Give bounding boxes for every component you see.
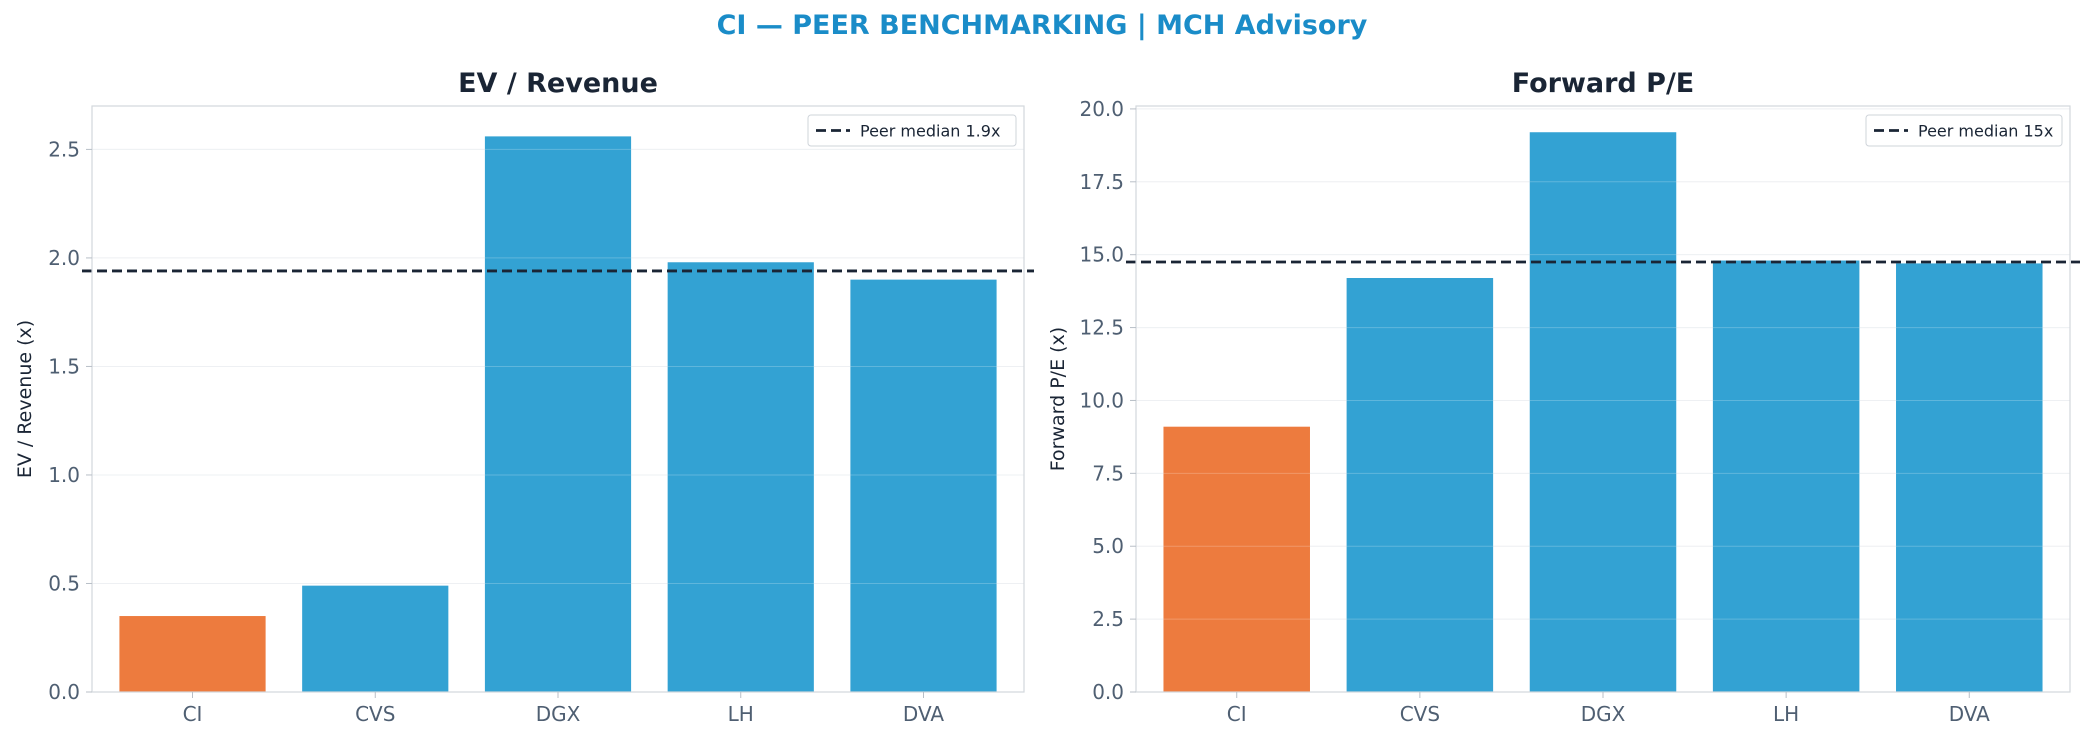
bar-dgx <box>1529 132 1677 693</box>
y-tick-label: 20.0 <box>1079 97 1124 121</box>
bar-dva <box>1896 263 2043 692</box>
ev-revenue-chart: 0.0 0.5 1.0 1.5 2.0 2.5 CI CVS DGX LH DVA EV / Reve… <box>14 68 1034 726</box>
y-tick-label: 1.5 <box>48 354 80 378</box>
y-tick-label: 10.0 <box>1079 388 1124 412</box>
bar-lh <box>667 262 814 692</box>
bar-dgx <box>484 136 632 692</box>
x-tick-label: LH <box>1773 702 1799 726</box>
bar-lh <box>1712 260 1860 692</box>
legend: Peer median 1.9x <box>807 114 1017 147</box>
legend-label: Peer median 15x <box>1918 122 2053 141</box>
y-tick-label: 0.0 <box>1092 680 1124 704</box>
chart-title: Forward P/E <box>1512 68 1695 99</box>
x-tick-label: CVS <box>355 702 395 726</box>
y-axis-label: EV / Revenue (x) <box>14 320 36 478</box>
y-tick-label: 17.5 <box>1079 170 1124 194</box>
y-tick-label: 1.0 <box>48 463 80 487</box>
x-tick-label: DGX <box>1581 702 1626 726</box>
y-tick-label: 2.5 <box>48 137 80 161</box>
x-tick-label: DVA <box>903 702 944 726</box>
x-tick-label: CI <box>183 702 203 726</box>
bar-ci <box>119 616 266 692</box>
x-tick-label: LH <box>728 702 754 726</box>
chart-title: EV / Revenue <box>458 68 658 99</box>
legend-label: Peer median 1.9x <box>860 122 1000 141</box>
y-tick-label: 7.5 <box>1092 461 1124 485</box>
legend-box <box>1865 114 2063 147</box>
bar-dva <box>850 279 997 692</box>
bar-ci <box>1163 426 1310 692</box>
y-tick-label: 0.0 <box>48 680 80 704</box>
x-tick-label: CI <box>1227 702 1247 726</box>
y-tick-label: 0.5 <box>48 571 80 595</box>
x-tick-label: DVA <box>1949 702 1990 726</box>
figure-title: CI — PEER BENCHMARKING | MCH Advisory <box>717 10 1368 41</box>
y-tick-label: 5.0 <box>1092 534 1124 558</box>
x-tick-label: DGX <box>536 702 581 726</box>
x-tick-label: CVS <box>1400 702 1440 726</box>
bar-cvs <box>302 585 449 692</box>
y-tick-label: 15.0 <box>1079 243 1124 267</box>
forward-pe-chart: 0.0 2.5 5.0 7.5 10.0 12.5 15.0 17.5 20.0 CI CVS DGX… <box>1047 68 2080 726</box>
y-axis-label: Forward P/E (x) <box>1047 327 1069 471</box>
bar-cvs <box>1346 278 1494 692</box>
y-tick-label: 2.0 <box>48 246 80 270</box>
y-tick-label: 2.5 <box>1092 607 1124 631</box>
legend: Peer median 15x <box>1865 114 2063 147</box>
y-tick-label: 12.5 <box>1079 316 1124 340</box>
legend-box <box>807 114 1017 147</box>
